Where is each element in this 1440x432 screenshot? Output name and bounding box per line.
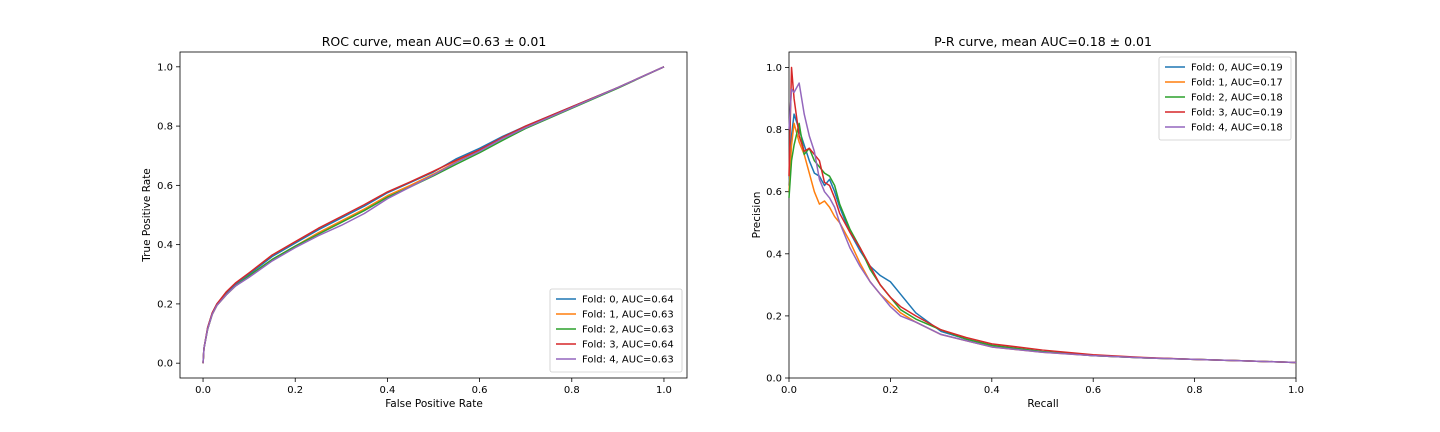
pr-legend: Fold: 0, AUC=0.19 Fold: 1, AUC=0.17 Fold: … (1158, 56, 1292, 141)
pr-y-axis-label: Precision (751, 192, 763, 239)
pr-series-line-fold-3 (788, 66, 1297, 364)
roc-y-tick-label: 0.6 (157, 181, 173, 192)
roc-lines (202, 66, 665, 364)
roc-y-tick-label: 1.0 (157, 62, 173, 73)
pr-x-tick-label: 0.8 (1187, 385, 1203, 396)
roc-x-tick-label: 0.2 (287, 385, 303, 396)
roc-series-line-fold-4 (202, 66, 665, 364)
roc-legend-box (549, 288, 683, 373)
pr-legend-label: Fold: 4, AUC=0.18 (1191, 123, 1283, 134)
pr-y-tick-label: 0.6 (766, 187, 782, 198)
roc-chart-title: ROC curve, mean AUC=0.63 ± 0.01 (322, 34, 547, 49)
roc-legend: Fold: 0, AUC=0.64 Fold: 1, AUC=0.63 Fold: … (549, 288, 683, 373)
roc-chart: ROC curve, mean AUC=0.63 ± 0.01 0.0 0.2 0.… (141, 34, 688, 410)
pr-chart: P-R curve, mean AUC=0.18 ± 0.01 0.0 0.2 0.… (751, 34, 1304, 410)
roc-x-tick-label: 1.0 (656, 385, 672, 396)
pr-legend-label: Fold: 0, AUC=0.19 (1191, 63, 1283, 74)
pr-series-line-fold-4 (788, 82, 1297, 364)
pr-x-tick-label: 1.0 (1288, 385, 1304, 396)
pr-chart-title: P-R curve, mean AUC=0.18 ± 0.01 (934, 34, 1152, 49)
pr-series-line-fold-1 (788, 122, 1297, 364)
pr-y-tick-label: 0.0 (766, 374, 782, 385)
roc-y-axis-label: True Positive Rate (141, 168, 153, 263)
pr-x-axis-label: Recall (1027, 398, 1058, 410)
roc-x-axis-label: False Positive Rate (385, 398, 483, 410)
roc-x-tick-label: 0.6 (472, 385, 488, 396)
roc-ticks: 0.0 0.2 0.4 0.6 0.8 1.0 0.0 0.2 0.4 0.6 0.8 1.0 (157, 62, 672, 396)
pr-series-line-fold-0 (788, 113, 1297, 364)
pr-y-tick-label: 1.0 (766, 63, 782, 74)
pr-y-tick-label: 0.2 (766, 311, 782, 322)
roc-x-tick-label: 0.8 (564, 385, 580, 396)
pr-lines (788, 66, 1297, 364)
pr-series-line-fold-2 (788, 122, 1297, 364)
pr-x-tick-label: 0.6 (1085, 385, 1101, 396)
pr-legend-label: Fold: 2, AUC=0.18 (1191, 93, 1283, 104)
roc-legend-label: Fold: 0, AUC=0.64 (582, 295, 674, 306)
roc-legend-label: Fold: 1, AUC=0.63 (582, 310, 674, 321)
pr-y-tick-label: 0.4 (766, 249, 782, 260)
roc-plot-frame (179, 51, 688, 379)
roc-legend-label: Fold: 2, AUC=0.63 (582, 325, 674, 336)
pr-x-tick-label: 0.2 (882, 385, 898, 396)
roc-y-tick-label: 0.4 (157, 240, 173, 251)
roc-legend-label: Fold: 3, AUC=0.64 (582, 340, 674, 351)
pr-legend-label: Fold: 1, AUC=0.17 (1191, 78, 1283, 89)
pr-plot-frame (788, 51, 1297, 379)
roc-y-tick-label: 0.0 (157, 359, 173, 370)
roc-x-tick-label: 0.4 (379, 385, 395, 396)
pr-x-tick-label: 0.4 (984, 385, 1000, 396)
pr-ticks: 0.0 0.2 0.4 0.6 0.8 1.0 0.0 0.2 0.4 0.6 0.8 1.0 (766, 63, 1304, 396)
pr-legend-label: Fold: 3, AUC=0.19 (1191, 108, 1283, 119)
pr-y-tick-label: 0.8 (766, 125, 782, 136)
pr-legend-box (1158, 56, 1292, 141)
roc-x-tick-label: 0.0 (195, 385, 211, 396)
roc-legend-label: Fold: 4, AUC=0.63 (582, 355, 674, 366)
pr-x-tick-label: 0.0 (781, 385, 797, 396)
roc-y-tick-label: 0.8 (157, 122, 173, 133)
roc-y-tick-label: 0.2 (157, 299, 173, 310)
